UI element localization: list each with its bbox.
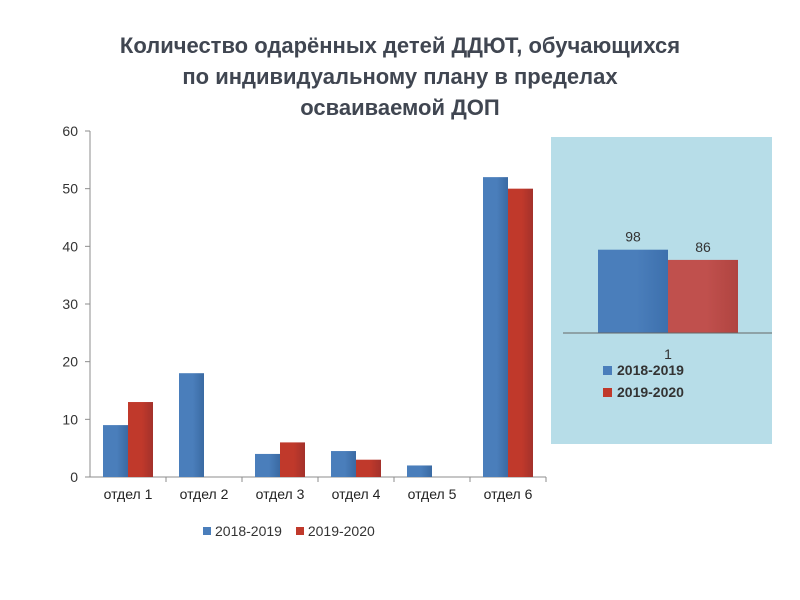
main-legend-item-2018: 2018-2019 xyxy=(203,523,282,539)
x-category-label: отдел 4 xyxy=(332,486,381,502)
y-tick-label: 20 xyxy=(62,354,78,370)
title-line-2: по индивидуальному плану в пределах xyxy=(182,64,618,89)
inset-bar-2018-2019 xyxy=(598,249,668,333)
y-tick-label: 10 xyxy=(62,411,78,427)
inset-data-label: 98 xyxy=(625,229,641,245)
main-legend: 2018-2019 2019-2020 xyxy=(203,522,385,539)
inset-legend-label-2018: 2018-2019 xyxy=(617,362,684,378)
bar-2018-2019-2 xyxy=(179,373,204,477)
y-tick-label: 50 xyxy=(62,181,78,197)
x-category-label: отдел 3 xyxy=(256,486,305,502)
inset-bar-chart: 98 86 1 xyxy=(563,229,772,362)
inset-legend-label-2019: 2019-2020 xyxy=(617,384,684,400)
legend-swatch-2018 xyxy=(203,527,211,535)
inset-legend-item-2018: 2018-2019 xyxy=(603,362,684,378)
bar-2018-2019-6 xyxy=(483,177,508,477)
inset-panel: 98 86 1 xyxy=(551,137,772,444)
bar-2018-2019-1 xyxy=(103,425,128,477)
bar-2019-2020-3 xyxy=(280,442,305,477)
inset-bar-2019-2020 xyxy=(668,259,738,333)
x-category-label: отдел 5 xyxy=(408,486,457,502)
bar-2019-2020-4 xyxy=(356,459,381,477)
y-tick-label: 40 xyxy=(62,238,78,254)
inset-category-label: 1 xyxy=(664,346,672,362)
x-category-label: отдел 6 xyxy=(484,486,533,502)
bar-2018-2019-3 xyxy=(255,453,280,477)
bar-2019-2020-1 xyxy=(128,402,153,477)
bar-2018-2019-5 xyxy=(407,465,432,477)
bar-2018-2019-4 xyxy=(331,451,356,477)
main-legend-label-2018: 2018-2019 xyxy=(215,523,282,539)
bar-2019-2020-6 xyxy=(508,188,533,477)
main-legend-item-2019: 2019-2020 xyxy=(295,523,375,539)
inset-legend-swatch-2019 xyxy=(603,387,612,397)
chart-title: Количество одарённых детей ДДЮТ, обучающ… xyxy=(40,30,760,123)
inset-legend-item-2019: 2019-2020 xyxy=(603,384,684,400)
legend-swatch-2019 xyxy=(295,527,304,535)
title-line-1: Количество одарённых детей ДДЮТ, обучающ… xyxy=(119,33,681,58)
y-tick-label: 30 xyxy=(62,296,78,312)
inset-legend-swatch-2018 xyxy=(603,365,612,375)
x-category-label: отдел 2 xyxy=(180,486,229,502)
inset-legend: 2018-2019 2019-2020 xyxy=(603,362,694,406)
y-tick-label: 0 xyxy=(70,469,78,485)
x-category-label: отдел 1 xyxy=(104,486,153,502)
y-tick-label: 60 xyxy=(62,123,78,139)
main-legend-label-2019: 2019-2020 xyxy=(307,523,375,539)
title-line-3: осваиваемой ДОП xyxy=(300,95,500,120)
inset-data-label: 86 xyxy=(695,239,711,255)
